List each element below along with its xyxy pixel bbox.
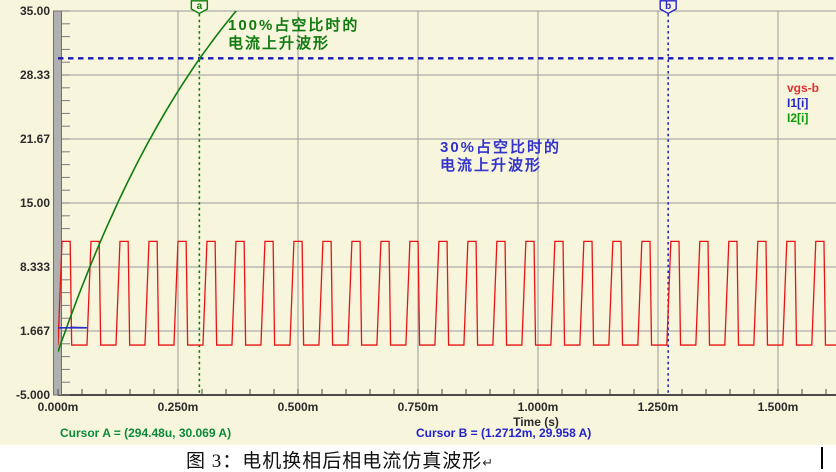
y-tick-label: 8.333 <box>19 260 50 274</box>
y-tick-label: -5.000 <box>15 388 50 402</box>
annotation-30-duty: 30%占空比时的 电流上升波形 <box>440 139 561 175</box>
cursor-b-readout: Cursor B = (1.2712m, 29.958 A) <box>416 426 592 440</box>
y-tick-label: 28.33 <box>19 68 50 83</box>
y-tick-label: 1.667 <box>19 323 50 338</box>
text-caret <box>821 447 823 469</box>
y-tick-label: 21.67 <box>19 131 50 146</box>
x-tick-label: 0.250m <box>157 400 199 414</box>
x-tick-label: 1.500m <box>757 400 799 414</box>
x-tick-label: 0.750m <box>397 400 439 414</box>
annotation-100-duty-line2: 电流上升波形 <box>228 35 331 52</box>
legend-item-I2[i]: I2[i] <box>787 111 809 125</box>
cursor-flag-b: b <box>659 0 677 15</box>
annotation-30-duty-line2: 电流上升波形 <box>440 157 543 174</box>
figure-caption-text: 图 3：电机换相后相电流仿真波形 <box>186 451 483 472</box>
cursor-flag-a: a <box>190 0 209 15</box>
annotation-100-duty: 100%占空比时的 电流上升波形 <box>228 17 359 53</box>
y-tick-label: 35.00 <box>19 4 50 18</box>
annotation-100-duty-line1: 100%占空比时的 <box>228 17 360 34</box>
x-tick-label: 0.000m <box>37 400 79 414</box>
legend-item-vgs-b: vgs-b <box>787 81 820 95</box>
paragraph-return-mark: ↵ <box>482 455 495 470</box>
cursor-a-readout: Cursor A = (294.48u, 30.069 A) <box>60 426 232 440</box>
x-tick-label: 1.250m <box>637 400 679 414</box>
y-tick-label: 15.00 <box>19 196 50 210</box>
x-axis-title: Time (s) <box>513 415 559 429</box>
legend-item-I1[i]: I1[i] <box>787 96 809 110</box>
x-tick-label: 0.500m <box>277 400 319 414</box>
figure-caption: 图 3：电机换相后相电流仿真波形↵ <box>186 446 494 472</box>
svg-text:a: a <box>197 1 203 12</box>
svg-text:b: b <box>665 1 671 12</box>
x-tick-label: 1.000m <box>517 400 559 414</box>
annotation-30-duty-line1: 30%占空比时的 <box>440 139 562 156</box>
caption-row: 图 3：电机换相后相电流仿真波形↵ <box>0 445 836 472</box>
